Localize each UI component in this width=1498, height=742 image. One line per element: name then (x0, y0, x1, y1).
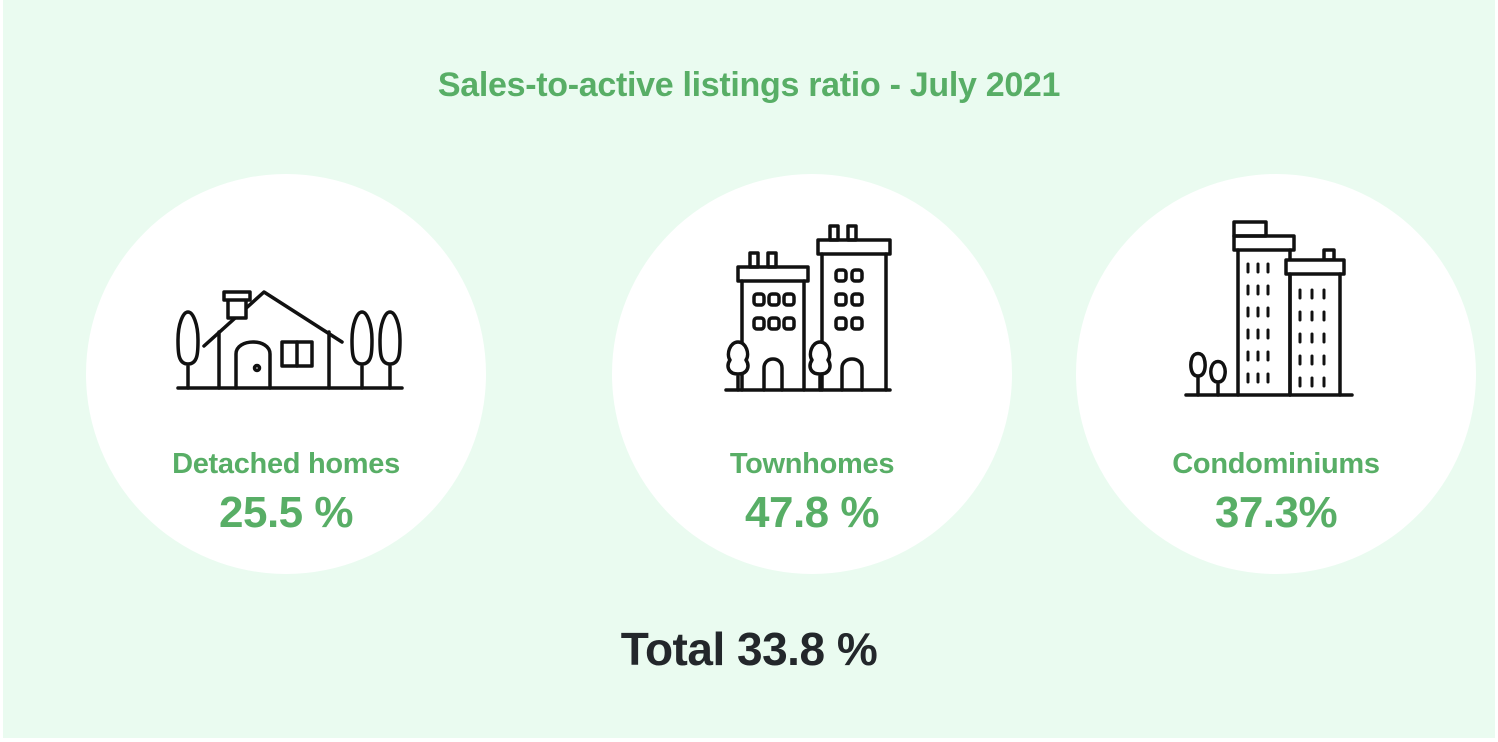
category-value: 47.8 % (745, 488, 879, 537)
total-ratio: Total 33.8 % (620, 623, 878, 675)
category-card-townhomes: Townhomes 47.8 % (612, 174, 1012, 574)
category-value: 37.3% (1214, 488, 1338, 537)
detached-house-icon (86, 214, 486, 404)
category-label: Condominiums (1172, 448, 1380, 480)
category-label: Detached homes (172, 448, 400, 480)
category-value: 25.5 % (219, 488, 353, 537)
category-card-detached-homes: Detached homes 25.5 % (86, 174, 486, 574)
infographic-title: Sales-to-active listings ratio - July 20… (437, 66, 1061, 104)
category-card-condominiums: Condominiums 37.3% (1076, 174, 1476, 574)
category-label: Townhomes (729, 448, 895, 480)
condominiums-icon (1076, 214, 1476, 404)
townhomes-icon (612, 214, 1012, 404)
